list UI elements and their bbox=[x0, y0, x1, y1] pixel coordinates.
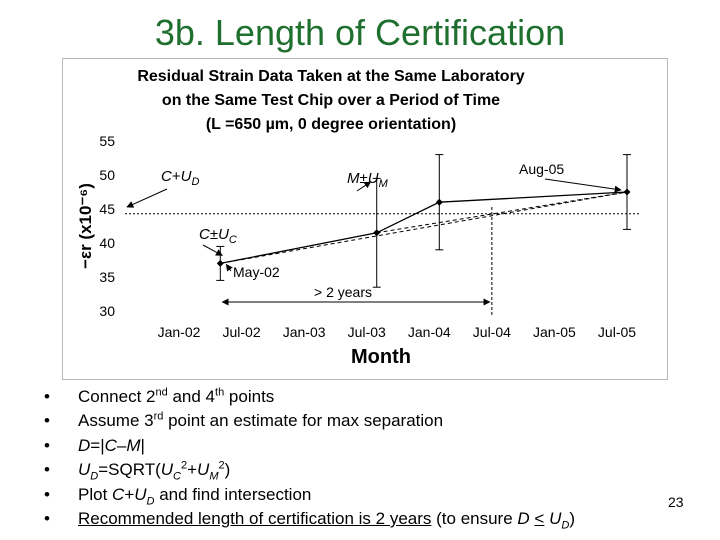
arrow-c-uc bbox=[202, 244, 223, 256]
slide-title: 3b. Length of Certification bbox=[154, 12, 566, 53]
arrow-may02 bbox=[225, 263, 233, 272]
y-tick-label: 30 bbox=[99, 303, 115, 319]
annotation-may02: May-02 bbox=[233, 264, 280, 280]
bullet-3-text: D=|C–M| bbox=[78, 435, 145, 455]
y-tick-label: 45 bbox=[99, 201, 115, 217]
series-line bbox=[220, 191, 628, 265]
data-point bbox=[435, 198, 443, 206]
y-tick-label: 50 bbox=[99, 167, 115, 183]
bullet-5-text: Plot C+UD and find intersection bbox=[78, 484, 312, 507]
annotation-c-uc: C±UC bbox=[199, 226, 237, 246]
page-number: 23 bbox=[668, 494, 684, 510]
chart-frame: Residual Strain Data Taken at the Same L… bbox=[62, 58, 668, 380]
bullet-4-text: UD=SQRT(UC2+UM2) bbox=[78, 459, 231, 483]
y-tick-label: 35 bbox=[99, 269, 115, 285]
chart-title-line: (L =650 µm, 0 degree orientation) bbox=[206, 116, 456, 133]
data-point bbox=[623, 188, 631, 196]
bullet-3: • D=|C–M| bbox=[44, 435, 145, 455]
arrow-aug05 bbox=[544, 178, 622, 193]
bullet-list: • Connect 2nd and 4th points • Assume 3rd … bbox=[44, 386, 704, 532]
bullet-1: • Connect 2nd and 4th points bbox=[44, 386, 275, 406]
annotation-m-um: M±UM bbox=[347, 170, 389, 190]
data-point bbox=[373, 229, 381, 237]
data-point bbox=[216, 259, 224, 267]
dashed-line-2 bbox=[376, 191, 628, 234]
annotation-two-years: > 2 years bbox=[314, 284, 372, 300]
x-tick-label: Jul-05 bbox=[598, 324, 636, 340]
y-axis-label: −εr (x10⁻⁶) bbox=[76, 183, 95, 269]
bullet-2: • Assume 3rd point an estimate for max se… bbox=[44, 410, 444, 431]
chart-title-line: Residual Strain Data Taken at the Same L… bbox=[137, 68, 524, 85]
x-tick-label: Jan-04 bbox=[408, 324, 451, 340]
x-tick-label: Jan-03 bbox=[283, 324, 326, 340]
x-tick-label: Jul-02 bbox=[223, 324, 261, 340]
x-tick-label: Jul-04 bbox=[473, 324, 511, 340]
x-axis-label: Month bbox=[351, 346, 411, 368]
x-tick-label: Jan-05 bbox=[533, 324, 576, 340]
bullet-6-text: Recommended length of certification is 2… bbox=[78, 508, 575, 532]
bullet-1-text: Connect 2nd and 4th points bbox=[78, 386, 275, 406]
annotation-c-plus-ud: C+UD bbox=[161, 168, 199, 188]
y-tick-label: 40 bbox=[99, 235, 115, 251]
bullet-5: • Plot C+UD and find intersection bbox=[44, 484, 312, 507]
arrow-c-plus-ud bbox=[126, 188, 168, 208]
bullet-2-text: Assume 3rd point an estimate for max sep… bbox=[78, 410, 444, 431]
y-tick-label: 55 bbox=[99, 133, 115, 149]
chart-title-line: on the Same Test Chip over a Period of T… bbox=[162, 92, 500, 109]
x-tick-label: Jul-03 bbox=[348, 324, 386, 340]
chart-svg: Residual Strain Data Taken at the Same L… bbox=[76, 68, 641, 368]
annotation-aug05: Aug-05 bbox=[519, 161, 564, 177]
bullet-4: • UD=SQRT(UC2+UM2) bbox=[44, 459, 231, 483]
dashed-line-1 bbox=[220, 191, 628, 264]
bullet-6: • Recommended length of certification is … bbox=[44, 508, 575, 532]
arrow-m-um bbox=[356, 181, 372, 192]
x-tick-label: Jan-02 bbox=[158, 324, 201, 340]
